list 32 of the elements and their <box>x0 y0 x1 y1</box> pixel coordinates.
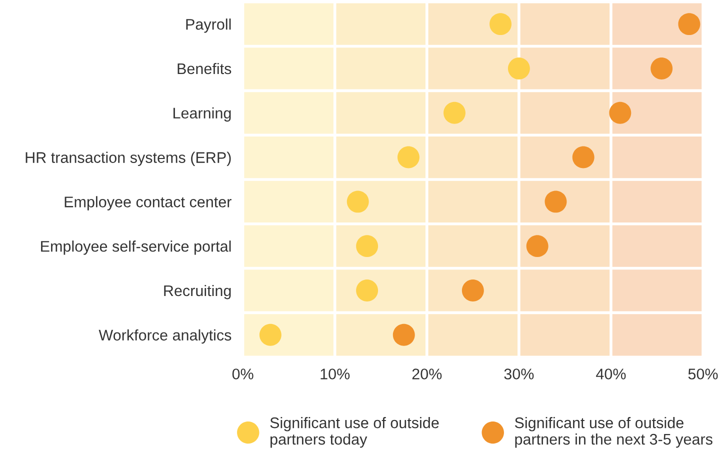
point <box>526 235 548 258</box>
x-tick-label: 10% <box>320 368 350 380</box>
point <box>356 280 378 302</box>
x-tick-label: 20% <box>412 368 442 380</box>
x-tick-label: 50% <box>688 368 718 380</box>
point <box>259 324 282 346</box>
y-tick-label: HR transaction systems (ERP) <box>26 152 231 166</box>
point <box>609 102 632 124</box>
legend-label: Significant use of outside partners in the next 3-5 years <box>514 417 712 448</box>
y-tick-label: Payroll <box>186 18 231 33</box>
point <box>444 102 466 124</box>
x-tick-label: 40% <box>596 368 626 380</box>
y-tick-label: Learning <box>174 107 231 122</box>
y-tick-label: Employee contact center <box>64 196 232 210</box>
point <box>678 13 700 36</box>
x-tick-label: 30% <box>504 368 534 380</box>
point <box>650 57 673 80</box>
y-tick-label: Recruiting <box>164 284 231 300</box>
y-tick-label: Employee self-service portal <box>41 240 231 255</box>
legend-label: Significant use of outside partners today <box>270 417 439 448</box>
point <box>346 190 369 213</box>
x-tick-label: 0% <box>232 368 254 380</box>
point <box>462 280 484 302</box>
point <box>356 235 378 258</box>
point <box>544 190 567 213</box>
y-tick-label: Benefits <box>178 62 232 74</box>
y-tick-label: Workforce analytics <box>98 329 232 344</box>
point <box>508 57 530 80</box>
point <box>572 146 594 168</box>
point <box>490 13 512 36</box>
point <box>398 146 420 168</box>
point <box>392 324 415 346</box>
